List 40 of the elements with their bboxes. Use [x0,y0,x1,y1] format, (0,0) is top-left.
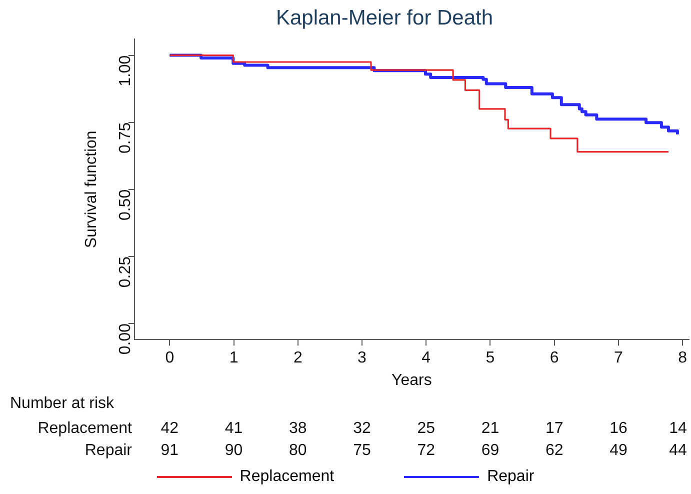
text: 90 [224,442,243,460]
text: 62 [545,442,564,460]
text: 25 [417,420,436,438]
text: 42 [160,420,179,438]
legend-label: Replacement [240,468,334,486]
text: 69 [481,442,500,460]
x-tick-label: 4 [422,350,431,367]
y-axis-title: Survival function [83,130,100,248]
x-tick-label: 2 [293,350,302,367]
text: 21 [481,420,500,438]
text: 72 [417,442,436,460]
text: 41 [224,420,243,438]
text: 80 [288,442,307,460]
text: Number at risk [10,395,114,413]
x-tick-label: 5 [486,350,495,367]
text: Replacement [38,420,132,438]
text: 17 [545,420,564,438]
x-tick-label: 7 [614,350,624,367]
text: 14 [669,420,687,438]
legend-label: Repair [487,468,534,486]
y-tick-label: 0.25 [116,256,134,288]
text: 44 [669,442,687,460]
x-axis-title: Years [392,372,432,389]
text: 32 [353,420,371,438]
y-tick-label: 1.00 [116,55,134,86]
x-tick-label: 6 [550,350,559,367]
x-tick-label: 3 [358,350,367,367]
text: 38 [288,420,307,438]
y-tick-label: 0.50 [116,189,134,221]
text: 49 [610,442,628,460]
y-tick-label: 0.00 [116,323,134,355]
text: 75 [353,442,371,460]
text: Repair [84,442,132,460]
x-tick-label: 8 [678,350,688,367]
text: 91 [160,442,179,460]
x-tick-label: 0 [165,350,174,367]
chart-title: Kaplan-Meier for Death [276,6,494,30]
x-tick-label: 1 [229,350,238,367]
y-tick-label: 0.75 [116,122,134,154]
text: 16 [610,420,628,438]
